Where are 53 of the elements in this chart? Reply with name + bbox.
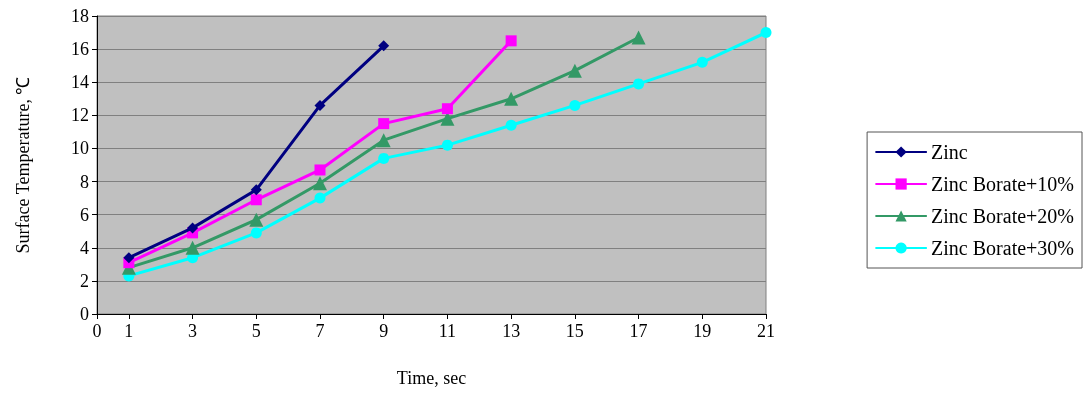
point (313, 176, 327, 191)
point (504, 91, 519, 106)
x-tick-label: 9 (379, 321, 389, 341)
point (441, 103, 453, 115)
x-tick-label: 5 (251, 321, 261, 341)
y-tick-label: 12 (71, 105, 89, 126)
y-tick-label: 14 (71, 72, 89, 93)
point (376, 133, 391, 148)
x-tick-label: 17 (629, 321, 648, 341)
point (569, 99, 581, 111)
y-tick-label: 0 (80, 304, 89, 324)
point (760, 27, 772, 39)
x-tick-label: 7 (315, 321, 325, 341)
x-axis-title: Time, sec (396, 368, 467, 388)
point (250, 194, 262, 206)
point (633, 78, 645, 90)
point (505, 35, 517, 47)
y-tick-label: 8 (80, 171, 89, 192)
x-tick-label: 3 (188, 321, 198, 341)
legend-label: Zinc Borate+30% (931, 237, 1075, 259)
y-tick-label: 18 (71, 6, 89, 26)
y-tick-label: 6 (80, 204, 89, 225)
point (123, 252, 135, 264)
point (185, 240, 200, 255)
y-axis-title: Surface Temperature, ℃ (13, 76, 33, 254)
y-tick-label: 2 (80, 270, 89, 291)
point (187, 222, 199, 234)
x-tick-label: 13 (502, 321, 521, 341)
legend-label: Zinc (931, 141, 968, 163)
point (314, 192, 326, 204)
x-tick-label: 19 (693, 321, 712, 341)
point (378, 152, 390, 164)
point (567, 63, 582, 78)
point (314, 164, 326, 176)
x-tick-label: 11 (438, 321, 457, 341)
x-tick-label: 1 (124, 321, 134, 341)
point (250, 184, 262, 196)
x-tick-label: 21 (757, 321, 775, 341)
point (696, 56, 708, 68)
point (250, 227, 262, 239)
legend-label: Zinc Borate+20% (931, 205, 1075, 227)
point (505, 119, 517, 131)
legend-label: Zinc Borate+10% (931, 173, 1075, 195)
point (378, 118, 390, 130)
point (378, 40, 390, 52)
y-tick-label: 16 (71, 39, 89, 60)
point (631, 30, 646, 45)
x-tick-label: 15 (565, 321, 584, 341)
y-tick-label: 10 (71, 138, 89, 159)
point (314, 99, 326, 111)
point (441, 139, 453, 151)
y-tick-label: 4 (80, 237, 89, 258)
point (249, 212, 264, 227)
